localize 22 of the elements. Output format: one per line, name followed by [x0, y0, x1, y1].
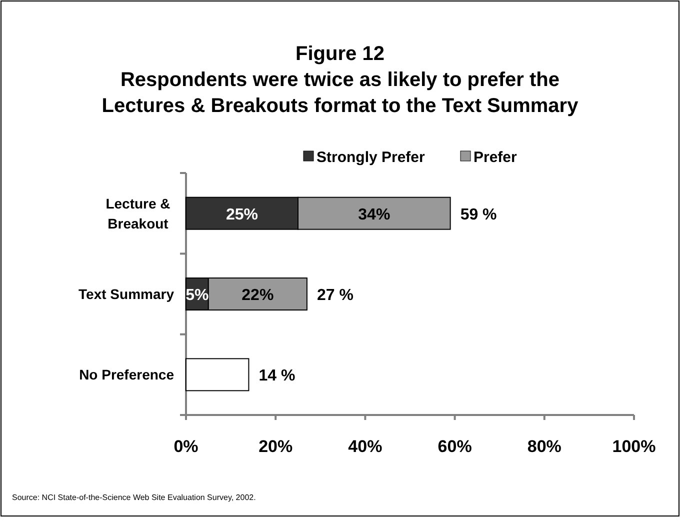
x-tick-label: 80%: [527, 437, 562, 456]
total-label: 14 %: [258, 368, 296, 385]
x-tick-label: 20%: [258, 437, 293, 456]
y-tick-label: Lecture & Breakout: [106, 195, 170, 232]
total-label: 27 %: [316, 287, 354, 304]
y-tick-label: No Preference: [79, 366, 174, 383]
y-tick-label: Text Summary: [78, 286, 174, 302]
chart-title: Figure 12: [296, 43, 384, 65]
bar: [186, 358, 250, 392]
data-label: 34%: [358, 206, 390, 224]
data-label: 25%: [226, 206, 258, 224]
data-label: 5%: [186, 287, 209, 304]
data-label: 22%: [242, 287, 274, 304]
chart-subtitle: Respondents were twice as likely to prefer the Lectures & Breakouts format to the Text Summary: [102, 69, 580, 117]
x-tick-label: 60%: [438, 437, 472, 456]
x-tick-label: 0%: [174, 437, 198, 456]
x-tick-label: 40%: [348, 437, 382, 456]
source-note: Source: NCI State-of-the-Science Web Site Evaluation Survey, 2002.: [12, 493, 256, 502]
total-label: 59 %: [460, 206, 497, 224]
legend-label: Strongly Prefer: [316, 149, 426, 166]
legend-label: Prefer: [474, 149, 518, 166]
x-tick-label: 100%: [612, 437, 656, 456]
